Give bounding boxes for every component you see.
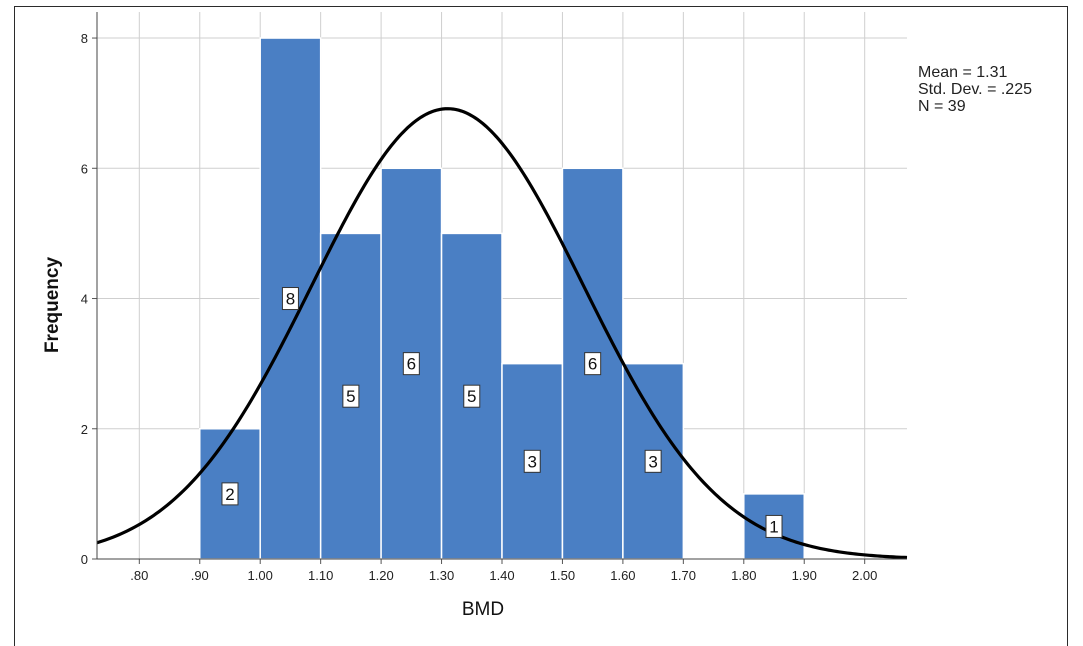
x-tick-label: 2.00 — [852, 568, 877, 583]
x-tick-label: 1.90 — [792, 568, 817, 583]
bar-label: 2 — [225, 485, 234, 504]
x-tick-label: 1.60 — [610, 568, 635, 583]
bar-label-box — [402, 352, 420, 376]
stats-box: Mean = 1.31 Std. Dev. = .225 N = 39 — [918, 64, 1032, 115]
bar-label: 5 — [467, 387, 476, 406]
stats-std-dev: Std. Dev. = .225 — [918, 81, 1032, 98]
bar-label: 6 — [407, 355, 416, 374]
chart-frame — [14, 6, 1068, 646]
x-tick-label: 1.00 — [248, 568, 273, 583]
bar-label: 5 — [346, 387, 355, 406]
bar-label-box — [765, 514, 783, 538]
bar-label: 3 — [648, 452, 657, 471]
x-tick-label: 1.70 — [671, 568, 696, 583]
stats-mean: Mean = 1.31 — [918, 64, 1008, 81]
x-tick-label: 1.30 — [429, 568, 454, 583]
bar-label-box — [463, 384, 481, 408]
x-tick-label: 1.80 — [731, 568, 756, 583]
y-tick-label: 0 — [81, 552, 88, 567]
histogram-bar — [743, 493, 805, 560]
bar-label: 1 — [769, 517, 778, 536]
histogram-chart: 2 8 5 6 5 3 6 3 1 .80 .90 1.00 1.10 1.20 1.30 1.40 1.50… — [42, 12, 1032, 620]
bar-labels: 2 8 5 6 5 3 6 3 1 — [221, 287, 783, 538]
bar-label-box — [523, 449, 541, 473]
y-tick-label: 2 — [81, 422, 88, 437]
bar-label-box — [281, 287, 299, 311]
stats-n: N = 39 — [918, 98, 966, 115]
bar-label-box — [342, 384, 360, 408]
bar-label-box — [644, 449, 662, 473]
y-tick-label: 4 — [81, 292, 88, 307]
bar-label: 3 — [527, 452, 536, 471]
x-tick-label: 1.50 — [550, 568, 575, 583]
bar-label-box — [221, 482, 239, 506]
x-tick-label: 1.10 — [308, 568, 333, 583]
bar-label-box — [584, 352, 602, 376]
x-axis-title: BMD — [462, 599, 504, 620]
y-axis-title: Frequency — [42, 257, 63, 354]
y-tick-label: 6 — [81, 161, 88, 176]
x-tick-label: .80 — [130, 568, 148, 583]
x-tick-label: 1.20 — [368, 568, 393, 583]
bar-label: 8 — [286, 290, 295, 309]
x-tick-label: .90 — [191, 568, 209, 583]
y-tick-label: 8 — [81, 31, 88, 46]
x-tick-label: 1.40 — [489, 568, 514, 583]
axes: .80 .90 1.00 1.10 1.20 1.30 1.40 1.50 1.60 1.70 1.… — [81, 12, 907, 583]
bar-label: 6 — [588, 355, 597, 374]
